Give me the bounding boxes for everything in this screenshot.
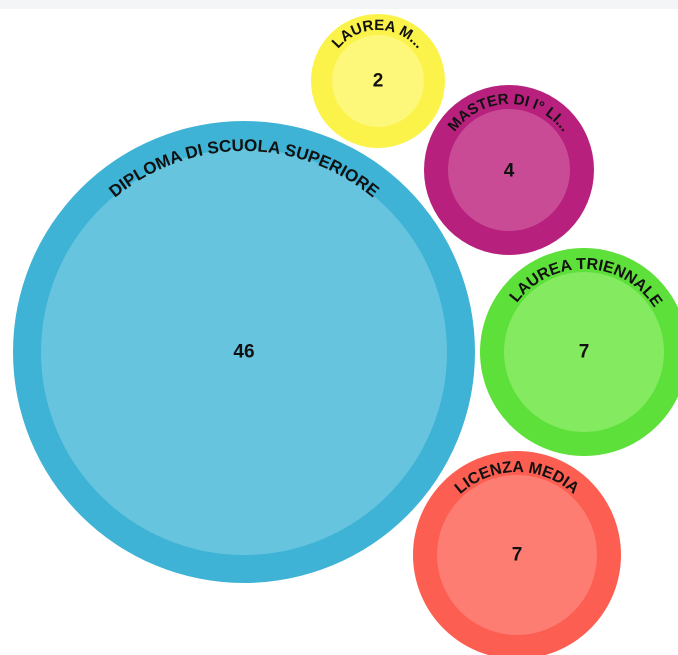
bubble-inner-disc [332,35,424,127]
bubble-laurea-m[interactable]: LAUREA M...2 [311,14,445,148]
bubble-inner-disc [504,272,664,432]
bubble-inner-disc [448,109,570,231]
bubble-value: 2 [373,71,384,92]
bubble-value: 7 [579,342,590,363]
bubble-value: 4 [504,161,515,182]
bubble-inner-disc [437,475,597,635]
top-strip [0,0,678,9]
bubble-value: 7 [512,545,523,566]
bubble-master-di-i-li[interactable]: MASTER DI I° LI...4 [424,85,594,255]
bubble-inner-disc [41,149,447,555]
bubble-value: 46 [233,342,254,363]
